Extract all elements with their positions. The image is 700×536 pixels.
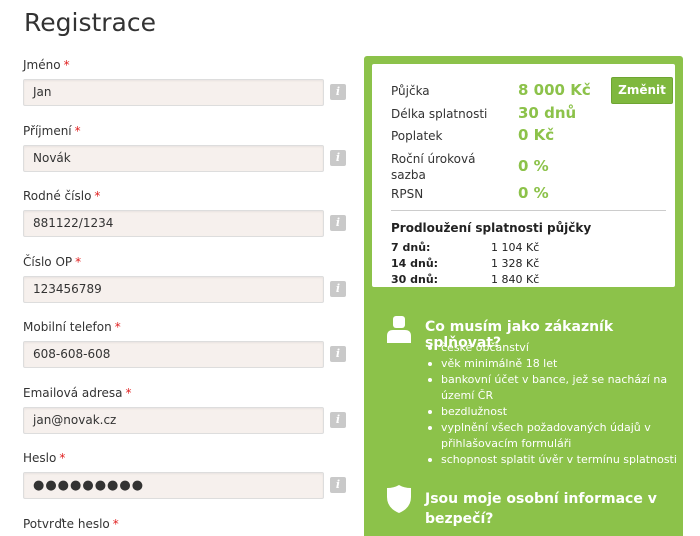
summary-value-rpsn: 0 % bbox=[518, 184, 549, 202]
loan-summary: Půjčka 8 000 Kč Délka splatnosti 30 dnů … bbox=[372, 64, 675, 287]
summary-value-loan: 8 000 Kč bbox=[518, 81, 591, 99]
summary-label-rpsn: RPSN bbox=[391, 187, 424, 201]
birth-number-field: Rodné číslo * 881122/1234 i bbox=[23, 188, 353, 238]
last-name-label: Příjmení * bbox=[23, 124, 81, 138]
info-icon[interactable]: i bbox=[330, 215, 346, 231]
email-input[interactable]: jan@novak.cz bbox=[23, 407, 324, 434]
first-name-field: Jméno * Jan i bbox=[23, 57, 353, 107]
last-name-field: Příjmení * Novák i bbox=[23, 123, 353, 173]
info-icon[interactable]: i bbox=[330, 84, 346, 100]
summary-label-fee: Poplatek bbox=[391, 129, 443, 143]
requirements-list: české občanství věk minimálně 18 let ban… bbox=[428, 340, 678, 468]
password-field: Heslo * ●●●●●●●●● i bbox=[23, 450, 353, 500]
security-title: Jsou moje osobní informace v bezpečí? bbox=[425, 491, 657, 527]
extension-title: Prodloužení splatnosti půjčky bbox=[391, 221, 592, 235]
id-card-label: Číslo OP * bbox=[23, 255, 82, 269]
birth-number-label: Rodné číslo * bbox=[23, 189, 101, 203]
info-icon[interactable]: i bbox=[330, 477, 346, 493]
summary-label-interest: Roční úroková sazba bbox=[391, 152, 476, 182]
info-icon[interactable]: i bbox=[330, 150, 346, 166]
confirm-password-field: Potvrďte heslo * bbox=[23, 516, 353, 532]
info-icon[interactable]: i bbox=[330, 346, 346, 362]
password-input[interactable]: ●●●●●●●●● bbox=[23, 472, 324, 499]
info-icon[interactable]: i bbox=[330, 281, 346, 297]
mobile-phone-label: Mobilní telefon * bbox=[23, 320, 121, 334]
page-title: Registrace bbox=[24, 8, 156, 37]
list-item: schopnost splatit úvěr v termínu splatno… bbox=[428, 452, 678, 468]
shield-icon bbox=[387, 485, 411, 513]
loan-panel: Půjčka 8 000 Kč Délka splatnosti 30 dnů … bbox=[364, 56, 683, 536]
extension-row: 30 dnů: 1 840 Kč bbox=[391, 273, 540, 286]
mobile-phone-field: Mobilní telefon * 608-608-608 i bbox=[23, 319, 353, 369]
birth-number-input[interactable]: 881122/1234 bbox=[23, 210, 324, 237]
requirements-title: Co musím jako zákazník splňovat? bbox=[425, 319, 614, 351]
id-card-input[interactable]: 123456789 bbox=[23, 276, 324, 303]
email-field: Emailová adresa * jan@novak.cz i bbox=[23, 385, 353, 435]
summary-value-term: 30 dnů bbox=[518, 104, 577, 122]
first-name-input[interactable]: Jan bbox=[23, 79, 324, 106]
summary-label-term: Délka splatnosti bbox=[391, 107, 488, 121]
user-icon bbox=[387, 316, 411, 343]
first-name-label: Jméno * bbox=[23, 58, 70, 72]
password-label: Heslo * bbox=[23, 451, 66, 465]
confirm-password-label: Potvrďte heslo * bbox=[23, 517, 119, 531]
list-item: věk minimálně 18 let bbox=[428, 356, 678, 372]
extension-row: 14 dnů: 1 328 Kč bbox=[391, 257, 540, 270]
list-item: bezdlužnost bbox=[428, 404, 678, 420]
mobile-phone-input[interactable]: 608-608-608 bbox=[23, 341, 324, 368]
summary-value-interest: 0 % bbox=[518, 157, 549, 175]
extension-row: 7 dnů: 1 104 Kč bbox=[391, 241, 540, 254]
last-name-input[interactable]: Novák bbox=[23, 145, 324, 172]
id-card-field: Číslo OP * 123456789 i bbox=[23, 254, 353, 304]
list-item: bankovní účet v bance, jež se nachází na… bbox=[428, 372, 678, 404]
info-icon[interactable]: i bbox=[330, 412, 346, 428]
change-button[interactable]: Změnit bbox=[611, 77, 673, 104]
divider bbox=[391, 210, 666, 211]
list-item: vyplnění všech požadovaných údajů v přih… bbox=[428, 420, 678, 452]
email-label: Emailová adresa * bbox=[23, 386, 132, 400]
summary-label-loan: Půjčka bbox=[391, 84, 430, 98]
summary-value-fee: 0 Kč bbox=[518, 126, 555, 144]
list-item: české občanství bbox=[428, 340, 678, 356]
